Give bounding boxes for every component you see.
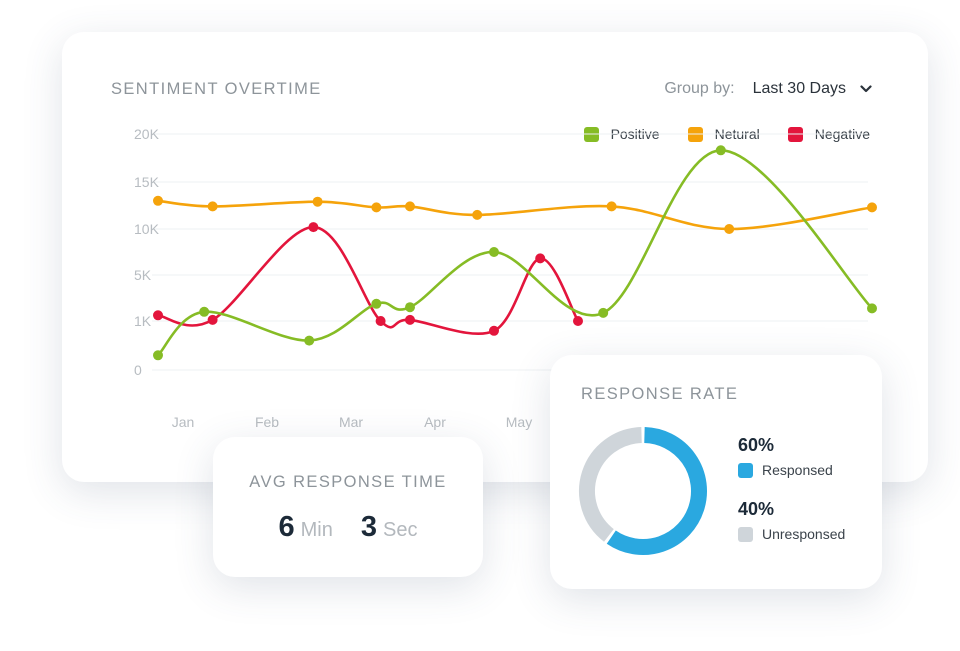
avg-response-values: 6 Min 3 Sec [213, 511, 483, 544]
responded-swatch [738, 462, 753, 478]
data-point-netural [312, 196, 323, 207]
data-point-negative [489, 325, 499, 336]
series-line-negative [156, 225, 580, 336]
x-tick-label: Apr [424, 414, 446, 430]
avg-response-title: AVG RESPONSE TIME [249, 473, 447, 491]
group-by-value[interactable]: Last 30 Days [752, 80, 846, 97]
x-tick-label: May [506, 414, 532, 430]
x-tick-label: Feb [255, 414, 279, 430]
data-point-positive [405, 302, 415, 313]
y-tick-label: 0 [134, 362, 142, 378]
chevron-down-icon[interactable] [860, 85, 872, 93]
group-by-label: Group by: [664, 80, 735, 97]
unresponded-percent: 40% [738, 499, 775, 519]
donut-slice-responsed [606, 427, 707, 555]
data-point-netural [153, 195, 163, 206]
data-point-positive [715, 145, 726, 156]
minutes-value: 6 [278, 511, 295, 543]
donut-slice-unresponsed [579, 427, 643, 542]
data-point-negative [153, 310, 163, 321]
y-tick-label: 20K [134, 126, 160, 142]
data-point-netural [405, 201, 415, 212]
data-point-negative [308, 222, 319, 233]
response-rate-donut [579, 427, 707, 555]
unresponded-label: Unresponsed [762, 526, 846, 542]
series-line-netural [156, 199, 874, 231]
chart-title: SENTIMENT OVERTIME [111, 80, 322, 98]
seconds-unit: Sec [383, 519, 418, 541]
data-point-netural [606, 201, 617, 212]
response-rate-card: RESPONSE RATE 60% Responsed 40% Unrespon… [550, 355, 882, 589]
responded-label: Responsed [762, 462, 833, 478]
data-point-netural [724, 224, 735, 234]
data-point-negative [207, 314, 218, 325]
data-point-negative [573, 316, 583, 326]
avg-response-card: AVG RESPONSE TIME 6 Min 3 Sec [213, 437, 483, 577]
y-tick-label: 5K [134, 267, 152, 283]
responded-stat: 60% Responsed [738, 435, 833, 478]
data-point-negative [405, 314, 415, 325]
data-point-positive [153, 350, 163, 361]
data-point-positive [371, 298, 382, 309]
group-by-dropdown[interactable]: Group by: Last 30 Days [664, 80, 872, 98]
seconds-value: 3 [360, 511, 378, 543]
data-point-positive [867, 303, 877, 314]
y-tick-label: 1K [134, 313, 152, 329]
data-point-positive [489, 247, 499, 257]
y-tick-label: 15K [134, 174, 160, 190]
data-point-positive [199, 306, 210, 317]
data-point-netural [472, 209, 483, 220]
responded-percent: 60% [738, 435, 775, 455]
data-point-netural [867, 202, 877, 213]
unresponded-swatch [738, 526, 753, 542]
data-point-negative [535, 253, 546, 264]
data-point-positive [304, 335, 315, 346]
y-tick-label: 10K [134, 221, 160, 237]
data-point-netural [207, 201, 218, 212]
sentiment-line-chart: 0 1K 5K 10K 15K 20K Jan Feb Mar Apr May [134, 126, 877, 430]
x-tick-label: Jan [172, 414, 195, 430]
unresponded-stat: 40% Unresponsed [738, 499, 845, 542]
minutes-unit: Min [300, 519, 333, 541]
data-point-negative [375, 316, 386, 326]
response-rate-title: RESPONSE RATE [581, 385, 739, 403]
sentiment-card: SENTIMENT OVERTIME Group by: Last 30 Day… [62, 32, 928, 482]
data-point-positive [598, 307, 609, 318]
data-point-netural [371, 202, 382, 213]
series-line-positive [156, 148, 874, 357]
x-tick-label: Mar [339, 414, 363, 430]
